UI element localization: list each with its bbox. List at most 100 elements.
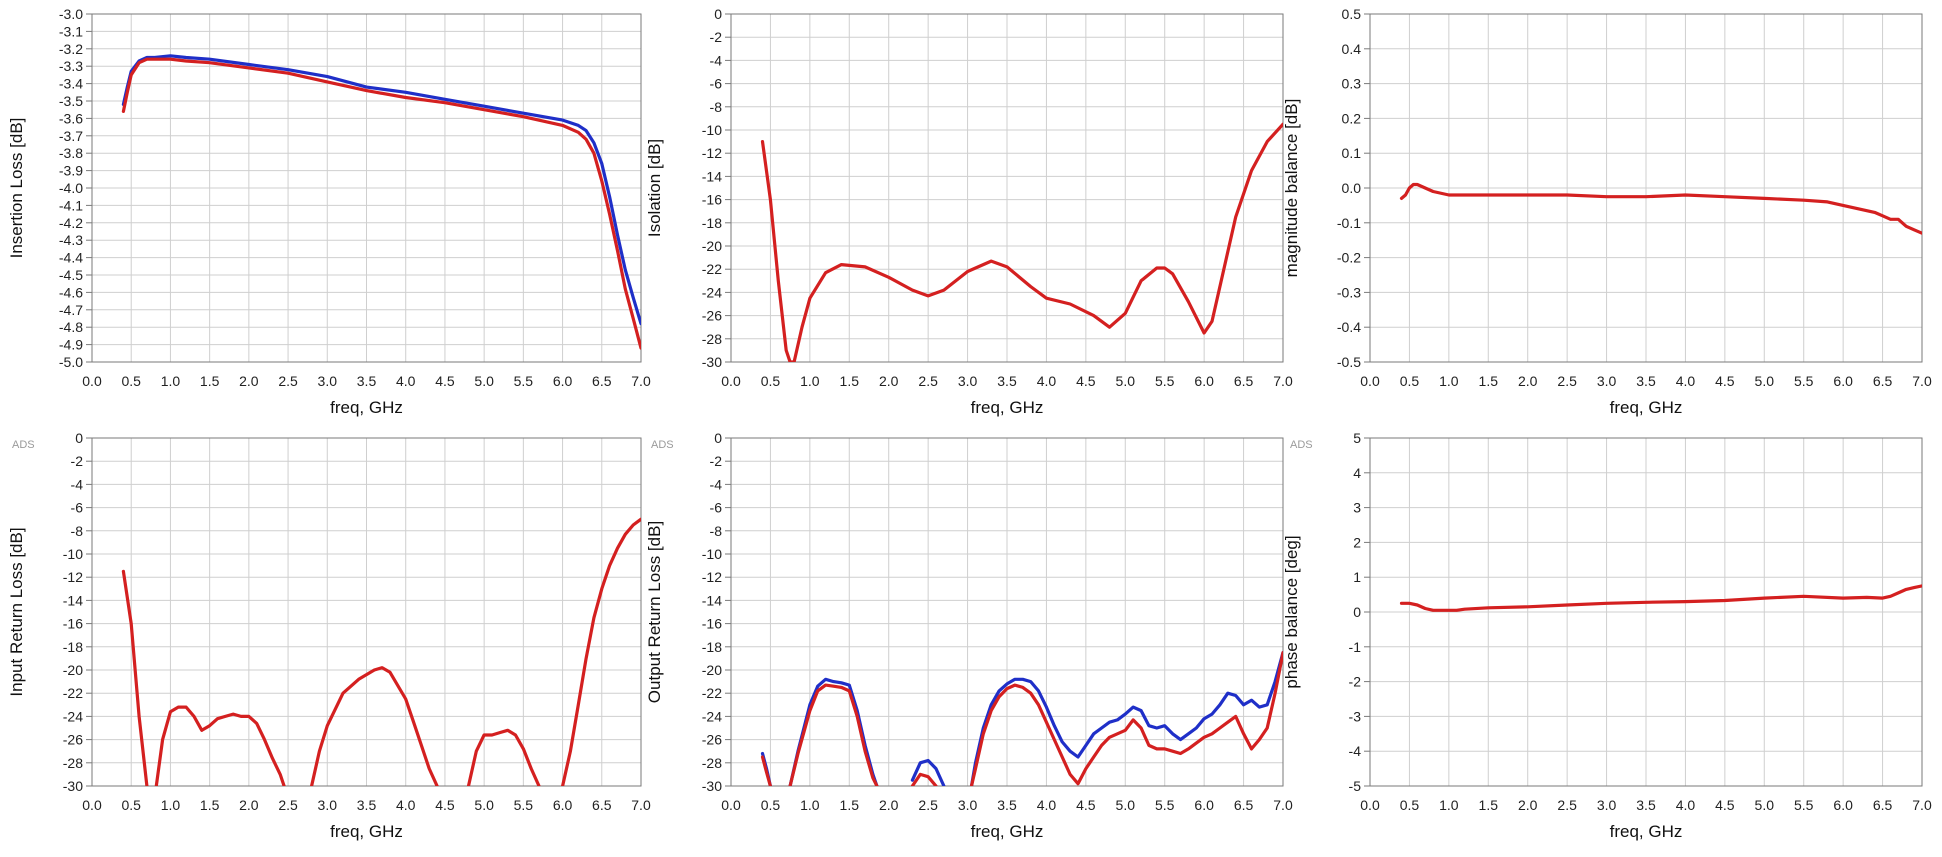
- chart-panel-4: 0.0 0.5 1.0 1.5 2.0 2.5 3.0 3.5 4.0 4.5 5.0 5.5 6.0 6…: [7, 430, 651, 841]
- y-tick-label: -4.9: [59, 337, 83, 353]
- series-line-1: [1402, 586, 1923, 610]
- y-axis-label: Insertion Loss [dB]: [7, 118, 26, 259]
- y-tick-label: -8: [710, 523, 723, 539]
- y-tick-label: 0.0: [1342, 180, 1362, 196]
- y-tick-label: -20: [702, 662, 722, 678]
- y-tick-label: -12: [702, 569, 722, 585]
- x-tick-label: 1.5: [840, 373, 860, 389]
- y-tick-label: -6: [71, 500, 84, 516]
- series-line-1: [123, 56, 641, 324]
- ads-label: ADS: [12, 439, 35, 451]
- x-tick-label: 0.0: [1360, 797, 1380, 813]
- y-tick-label: -28: [702, 755, 722, 771]
- x-tick-label: 1.5: [1479, 797, 1499, 813]
- x-tick-label: 4.0: [1676, 797, 1696, 813]
- x-tick-label: 4.5: [435, 373, 455, 389]
- x-tick-label: 7.0: [1273, 373, 1293, 389]
- y-tick-label: -22: [702, 685, 722, 701]
- y-tick-label: -10: [702, 546, 722, 562]
- chart-panel-1: 0.0 0.5 1.0 1.5 2.0 2.5 3.0 3.5 4.0 4.5 5.0 5.5 6.0 6…: [7, 6, 651, 417]
- series-line-1: [763, 124, 1284, 362]
- y-tick-label: -1: [1349, 639, 1362, 655]
- x-tick-label: 1.5: [200, 797, 220, 813]
- y-tick-label: -2: [710, 29, 723, 45]
- y-tick-label: -18: [702, 639, 722, 655]
- x-tick-label: 3.0: [318, 373, 338, 389]
- y-tick-label: 2: [1353, 534, 1361, 550]
- y-tick-label: -14: [702, 168, 722, 184]
- y-tick-label: 0.1: [1342, 145, 1362, 161]
- y-tick-label: -4: [1349, 743, 1362, 759]
- y-tick-label: -4.1: [59, 197, 83, 213]
- x-tick-label: 2.0: [1518, 373, 1538, 389]
- x-tick-label: 6.0: [553, 797, 573, 813]
- x-tick-label: 7.0: [631, 373, 651, 389]
- x-tick-label: 0.5: [121, 797, 141, 813]
- y-tick-label: 0.3: [1342, 76, 1362, 92]
- ads-label: ADS: [1290, 439, 1313, 451]
- x-tick-label: 6.5: [1873, 797, 1893, 813]
- y-tick-label: -20: [702, 238, 722, 254]
- y-tick-label: -14: [702, 592, 722, 608]
- y-tick-label: -5: [1349, 778, 1362, 794]
- x-tick-label: 3.5: [357, 373, 377, 389]
- y-tick-label: -26: [702, 732, 722, 748]
- x-tick-label: 5.5: [1794, 797, 1814, 813]
- series-line-5: [763, 757, 771, 786]
- x-tick-label: 2.5: [278, 373, 298, 389]
- y-axis-label: Isolation [dB]: [645, 139, 664, 237]
- x-tick-label: 1.0: [800, 373, 820, 389]
- x-tick-label: 0.5: [761, 373, 781, 389]
- series-line-4: [469, 730, 540, 786]
- y-tick-label: 0: [714, 430, 722, 446]
- x-tick-label: 5.0: [1755, 797, 1775, 813]
- y-tick-label: -22: [702, 261, 722, 277]
- y-tick-label: -26: [63, 732, 83, 748]
- x-tick-label: 0.0: [82, 373, 102, 389]
- y-tick-label: 4: [1353, 465, 1361, 481]
- x-tick-label: 6.5: [1234, 373, 1254, 389]
- y-tick-label: -3.4: [59, 76, 83, 92]
- y-tick-label: -3.8: [59, 145, 83, 161]
- x-tick-label: 4.5: [435, 797, 455, 813]
- x-tick-label: 5.5: [1155, 373, 1175, 389]
- x-tick-label: 5.0: [474, 373, 494, 389]
- y-tick-label: -26: [702, 308, 722, 324]
- x-tick-label: 1.5: [1479, 373, 1499, 389]
- y-tick-label: -24: [63, 708, 83, 724]
- x-tick-label: 1.5: [840, 797, 860, 813]
- x-tick-label: 7.0: [631, 797, 651, 813]
- x-tick-label: 0.0: [82, 797, 102, 813]
- y-tick-label: -4.0: [59, 180, 83, 196]
- y-tick-label: -3.6: [59, 110, 83, 126]
- x-tick-label: 2.0: [239, 373, 259, 389]
- y-tick-label: -3.7: [59, 128, 83, 144]
- y-tick-label: -12: [702, 145, 722, 161]
- y-tick-label: 0.4: [1342, 41, 1362, 57]
- y-tick-label: 0: [714, 6, 722, 22]
- x-tick-label: 1.5: [200, 373, 220, 389]
- y-tick-label: -4: [710, 52, 723, 68]
- y-tick-label: -30: [702, 778, 722, 794]
- series-line-3: [312, 668, 438, 786]
- chart-panel-3: 0.0 0.5 1.0 1.5 2.0 2.5 3.0 3.5 4.0 4.5 5.0 5.5 6.0 6…: [1282, 6, 1932, 417]
- series-line-2: [123, 59, 641, 348]
- y-tick-label: -4.8: [59, 319, 83, 335]
- y-tick-label: -28: [63, 755, 83, 771]
- y-tick-label: -30: [702, 354, 722, 370]
- x-tick-label: 4.0: [396, 373, 416, 389]
- y-tick-label: -8: [71, 523, 84, 539]
- x-tick-label: 5.5: [514, 797, 534, 813]
- x-tick-label: 4.5: [1076, 797, 1096, 813]
- y-axis-label: Output Return Loss [dB]: [645, 521, 664, 703]
- x-tick-label: 3.0: [1597, 373, 1617, 389]
- series-line-2: [156, 707, 284, 786]
- x-tick-label: 2.0: [879, 797, 899, 813]
- y-tick-label: -6: [710, 500, 723, 516]
- x-tick-label: 6.0: [1194, 797, 1214, 813]
- y-tick-label: -4.7: [59, 302, 83, 318]
- y-tick-label: -12: [63, 569, 83, 585]
- x-tick-label: 2.5: [918, 797, 938, 813]
- y-axis-label: Input Return Loss [dB]: [7, 527, 26, 696]
